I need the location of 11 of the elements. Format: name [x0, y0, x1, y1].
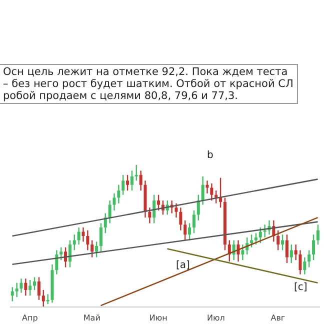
candlestick [15, 282, 18, 298]
x-tick-label: Май [83, 314, 100, 323]
candlestick [46, 294, 50, 304]
x-tick-label: Июн [149, 314, 168, 323]
x-tick-label: Апр [22, 314, 38, 323]
x-tick-label: Июл [207, 314, 225, 323]
text: b [207, 150, 214, 162]
x-tick-label: Авг [270, 314, 286, 323]
annotation: [a] [176, 260, 190, 272]
annotation: [c] [294, 282, 308, 294]
text: Осн цель лежит на отметке 92,2. Пока ждем теста – без него рост будет шатким. Отбой от красной СЛ робой продаем с целями 80,8, 79,6 и 77,3. [3, 66, 294, 102]
